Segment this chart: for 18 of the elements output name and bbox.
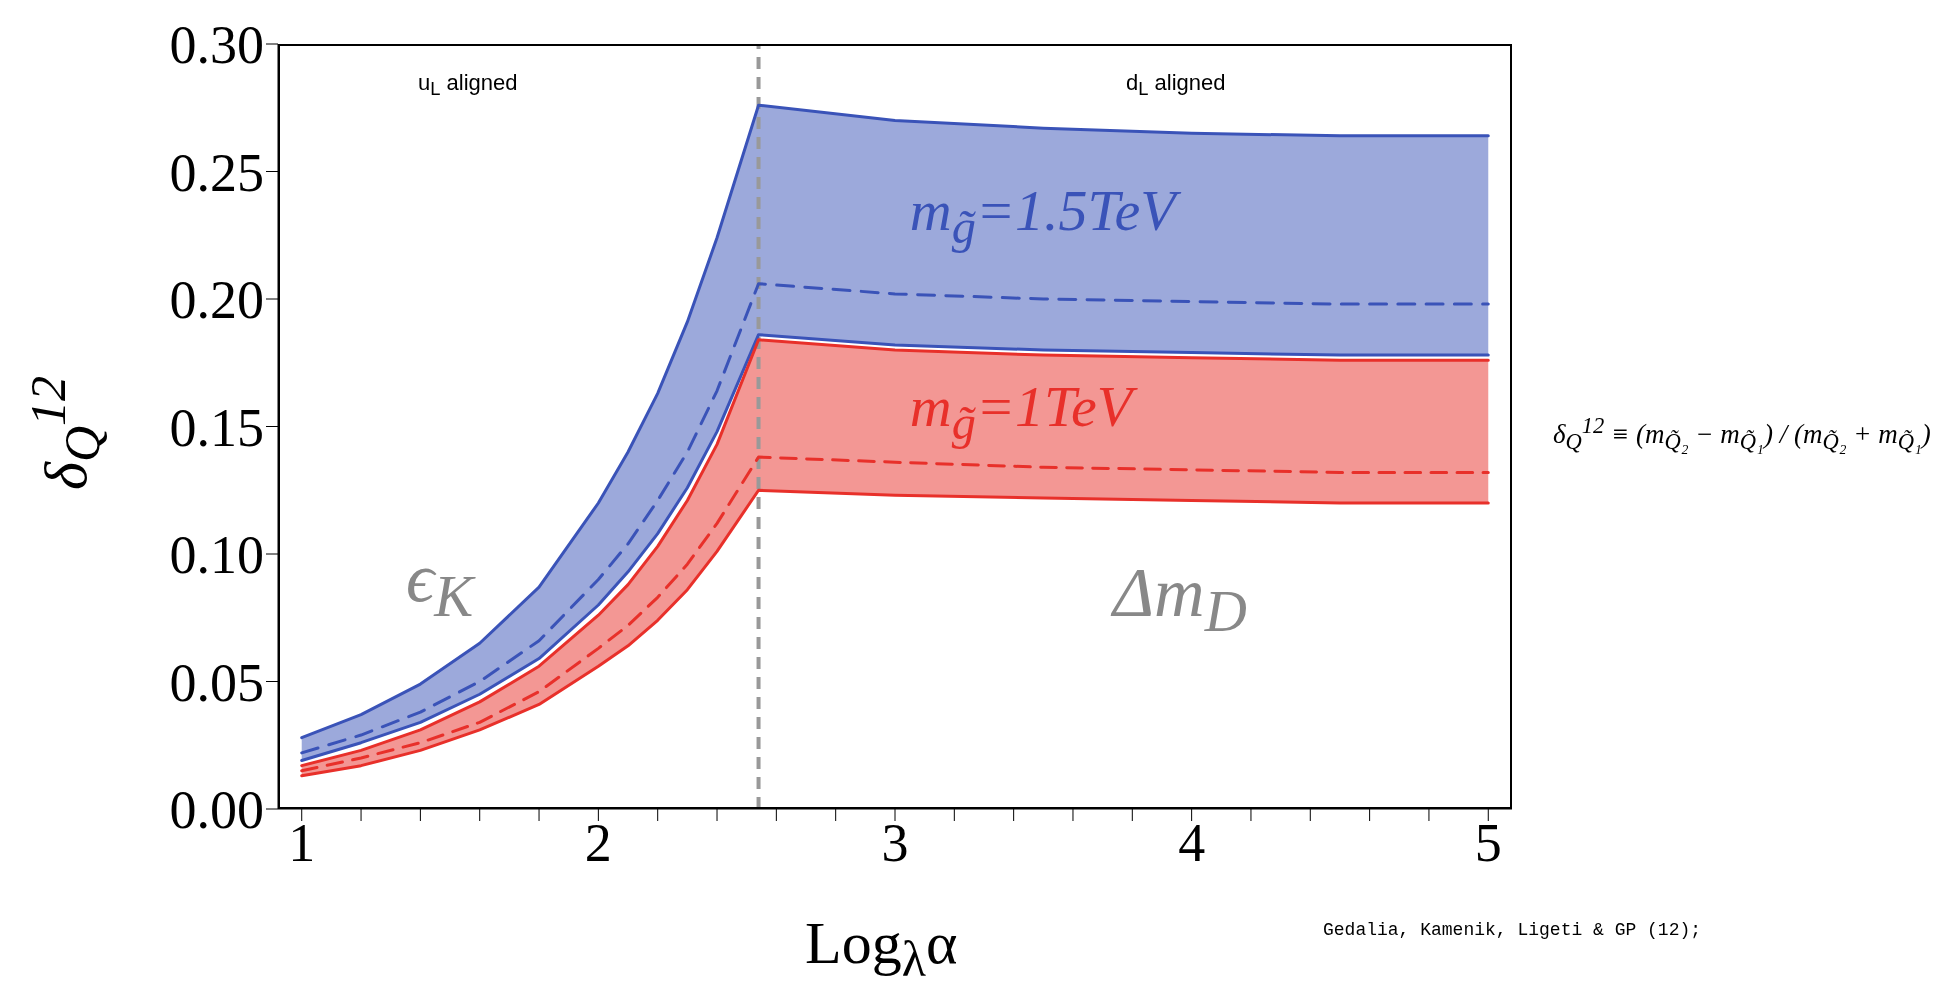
x-axis-title: Log$_{λ}$α	[805, 909, 958, 988]
x-tick-label: 2	[584, 813, 612, 874]
annotation: ϵ$_{K}$	[406, 538, 474, 630]
y-tick-label: 0.20	[169, 270, 264, 331]
y-tick-label: 0.30	[169, 15, 264, 76]
y-tick-label: 0.25	[169, 142, 264, 203]
annotation: d$_{L}$ aligned	[1126, 70, 1226, 101]
annotation: u$_{L}$ aligned	[418, 70, 518, 101]
x-tick-label: 4	[1178, 813, 1206, 874]
text: Gedalia, Kamenik, Ligeti & GP (12);	[1323, 920, 1702, 940]
x-tick-label: 3	[881, 813, 909, 874]
y-tick-label: 0.10	[169, 525, 264, 586]
x-tick-label: 5	[1474, 813, 1502, 874]
y-tick-label: 0.05	[169, 652, 264, 713]
text: δ$_{Q}$$^{12}$ ≡ (m$_{Q̃₂}$ − m$_{Q̃₁}$) / (m$_{Q̃₂}$ + m$_{Q̃₁}$)	[1553, 413, 1931, 455]
y-tick-label: 0.15	[169, 397, 264, 458]
y-tick-label: 0.00	[169, 780, 264, 841]
x-tick-label: 1	[288, 813, 316, 874]
